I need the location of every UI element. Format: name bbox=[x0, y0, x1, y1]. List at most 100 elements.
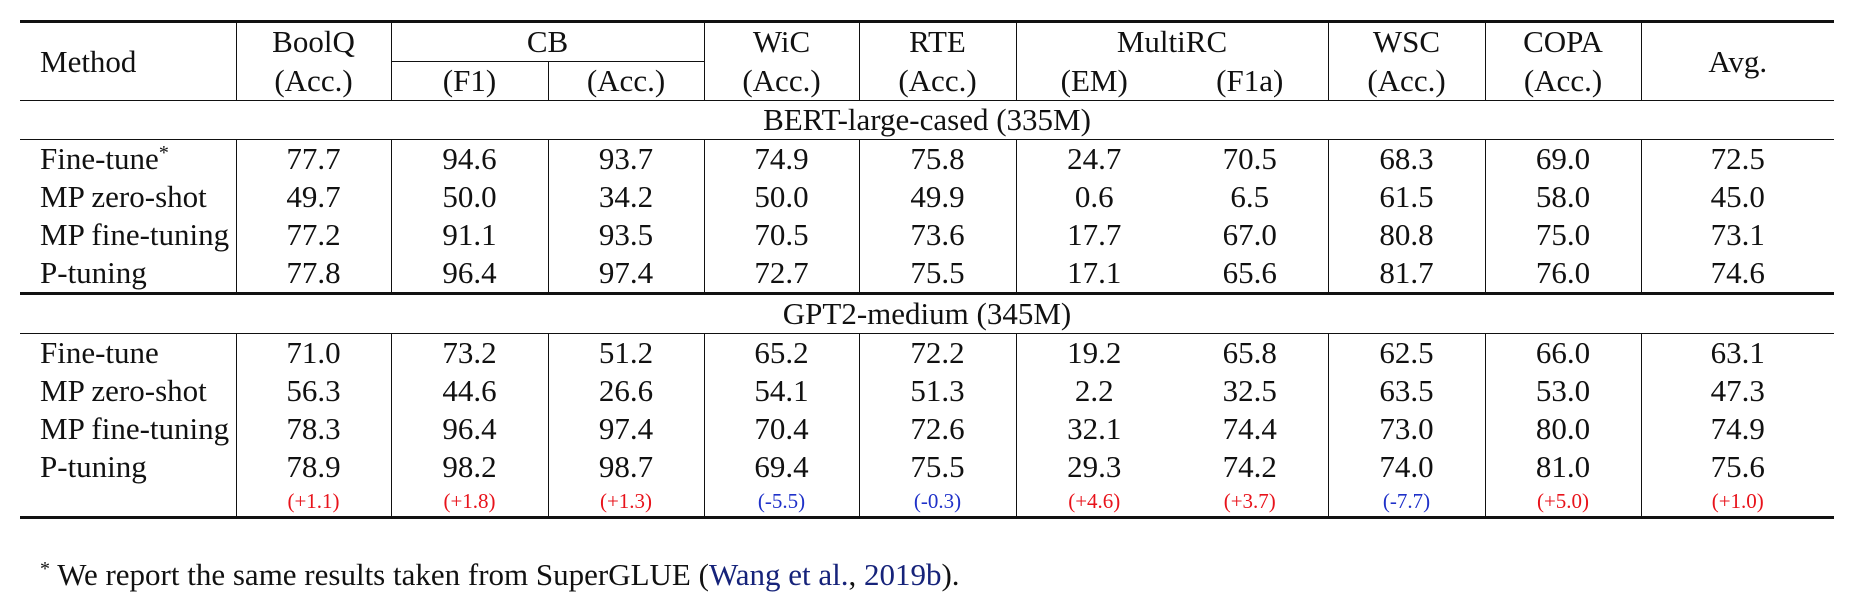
value-wic: 50.0 bbox=[703, 178, 859, 216]
table-row: MP fine-tuning 78.3 96.4 97.4 70.4 72.6 32.1 74… bbox=[20, 410, 1834, 448]
method-name: Fine-tune bbox=[40, 335, 159, 370]
delta-multirc-f1a: (+3.7) bbox=[1172, 486, 1328, 519]
value-rte: 72.6 bbox=[858, 410, 1016, 448]
method-name: MP fine-tuning bbox=[40, 217, 230, 252]
footnote-end: ). bbox=[941, 557, 960, 592]
value-cb-acc: 93.5 bbox=[547, 216, 704, 254]
value-wic: 70.4 bbox=[703, 410, 859, 448]
value-multirc-f1a: 70.5 bbox=[1172, 139, 1328, 178]
value-multirc-em: 24.7 bbox=[1015, 139, 1172, 178]
value-multirc-f1a: 65.6 bbox=[1222, 255, 1277, 290]
value-copa: 69.0 bbox=[1484, 139, 1641, 178]
header-boolq: BoolQ bbox=[235, 20, 391, 62]
method-cell: MP fine-tuning bbox=[20, 216, 236, 254]
value-multirc-em: 0.6 bbox=[1015, 178, 1172, 216]
delta-boolq: (+1.1) bbox=[235, 486, 391, 519]
delta-wsc: (-7.7) bbox=[1327, 486, 1485, 519]
value-multirc-f1a: 32.5 bbox=[1222, 373, 1277, 408]
method-cell: P-tuning bbox=[20, 254, 236, 294]
value-cb-acc: 26.6 bbox=[547, 372, 704, 410]
value-wsc: 63.5 bbox=[1327, 372, 1485, 410]
table-row: P-tuning 77.8 96.4 97.4 72.7 75.5 17.1 65.6 81.7… bbox=[20, 254, 1834, 294]
header-cb-acc: (Acc.) bbox=[547, 61, 704, 101]
value-wic: 54.1 bbox=[703, 372, 859, 410]
footnote-marker: * bbox=[158, 142, 169, 164]
value-cb-f1: 96.4 bbox=[390, 410, 548, 448]
table-row: Fine-tune* 77.7 94.6 93.7 74.9 75.8 24.7 70.5 68… bbox=[20, 139, 1834, 178]
header-rte-metric: (Acc.) bbox=[858, 61, 1016, 101]
header-row-1: Method BoolQ CB WiC RTE MultiRC WSC COPA… bbox=[20, 20, 1834, 101]
table-row: Fine-tune 71.0 73.2 51.2 65.2 72.2 19.2 65.8 62.… bbox=[20, 333, 1834, 372]
value-cb-acc: 98.7 bbox=[547, 448, 704, 486]
method-name: MP fine-tuning bbox=[40, 411, 230, 446]
value-multirc-f1a: 65.8 bbox=[1172, 333, 1328, 372]
section-row: GPT2-medium (345M) bbox=[20, 292, 1834, 334]
value-wic: 74.9 bbox=[703, 139, 859, 178]
value-wsc: 73.0 bbox=[1327, 410, 1485, 448]
method-cell: MP zero-shot bbox=[20, 178, 236, 216]
citation-authors-link[interactable]: Wang et al. bbox=[708, 557, 849, 592]
value-avg: 74.6 bbox=[1640, 254, 1834, 294]
value-wsc: 74.0 bbox=[1327, 448, 1485, 486]
value-copa: 80.0 bbox=[1484, 410, 1641, 448]
value-wsc: 61.5 bbox=[1327, 178, 1485, 216]
value-boolq: 78.3 bbox=[235, 410, 391, 448]
value-cb-f1: 73.2 bbox=[390, 333, 548, 372]
value-rte: 73.6 bbox=[858, 216, 1016, 254]
value-boolq: 71.0 bbox=[235, 333, 391, 372]
citation-separator: , bbox=[848, 557, 864, 592]
header-method: Method bbox=[20, 20, 236, 101]
value-boolq: 78.9 bbox=[235, 448, 391, 486]
value-multirc-f1a: 74.2 bbox=[1222, 449, 1277, 484]
method-name: P-tuning bbox=[40, 449, 147, 484]
section-row: BERT-large-cased (335M) bbox=[20, 100, 1834, 140]
value-multirc-f1a: 67.0 bbox=[1222, 217, 1277, 252]
value-multirc-f1a: 74.4 bbox=[1222, 411, 1277, 446]
value-copa: 81.0 bbox=[1484, 448, 1641, 486]
value-copa: 58.0 bbox=[1484, 178, 1641, 216]
header-cb-f1: (F1) bbox=[390, 61, 548, 101]
header-row-2: (Acc.) (F1) (Acc.) (Acc.) (Acc.) (EM) (F… bbox=[20, 61, 1834, 101]
results-table: Method BoolQ CB WiC RTE MultiRC WSC COPA… bbox=[20, 20, 1834, 519]
value-multirc-em: 19.2 bbox=[1015, 333, 1172, 372]
header-copa-metric: (Acc.) bbox=[1484, 61, 1641, 101]
header-cb: CB bbox=[390, 20, 704, 62]
footnote-text: We report the same results taken from Su… bbox=[50, 557, 709, 592]
value-wsc: 68.3 bbox=[1327, 139, 1485, 178]
method-cell: Fine-tune* bbox=[20, 139, 236, 178]
method-cell: P-tuning bbox=[20, 448, 236, 486]
delta-cb-acc: (+1.3) bbox=[547, 486, 704, 519]
value-rte: 75.5 bbox=[858, 448, 1016, 486]
method-name: MP zero-shot bbox=[40, 179, 207, 214]
delta-multirc-em: (+4.6) bbox=[1015, 486, 1172, 519]
value-cb-acc: 97.4 bbox=[547, 254, 704, 294]
value-cb-f1: 94.6 bbox=[390, 139, 548, 178]
value-boolq: 77.2 bbox=[235, 216, 391, 254]
delta-wic: (-5.5) bbox=[703, 486, 859, 519]
table-row: MP zero-shot 56.3 44.6 26.6 54.1 51.3 2.2 32.5 6… bbox=[20, 372, 1834, 410]
value-cb-acc: 97.4 bbox=[547, 410, 704, 448]
value-avg: 45.0 bbox=[1640, 178, 1834, 216]
value-copa: 53.0 bbox=[1484, 372, 1641, 410]
value-copa: 75.0 bbox=[1484, 216, 1641, 254]
table-row: MP zero-shot 49.7 50.0 34.2 50.0 49.9 0.6 6.5 61… bbox=[20, 178, 1834, 216]
table-row: P-tuning 78.9 98.2 98.7 69.4 75.5 29.3 74.2 74.0… bbox=[20, 448, 1834, 486]
citation-year-link[interactable]: 2019b bbox=[863, 557, 942, 592]
value-cb-f1: 96.4 bbox=[390, 254, 548, 294]
value-cb-acc: 51.2 bbox=[547, 333, 704, 372]
method-name: P-tuning bbox=[40, 255, 147, 290]
value-wic: 65.2 bbox=[703, 333, 859, 372]
value-wsc: 81.7 bbox=[1327, 254, 1485, 294]
footnote: * We report the same results taken from … bbox=[40, 556, 960, 594]
value-avg: 72.5 bbox=[1640, 139, 1834, 178]
value-rte: 75.5 bbox=[858, 254, 1016, 294]
value-rte: 51.3 bbox=[858, 372, 1016, 410]
value-avg: 47.3 bbox=[1640, 372, 1834, 410]
method-cell: MP zero-shot bbox=[20, 372, 236, 410]
header-copa: COPA bbox=[1484, 20, 1641, 62]
value-copa: 76.0 bbox=[1484, 254, 1641, 294]
value-wic: 69.4 bbox=[703, 448, 859, 486]
delta-avg: (+1.0) bbox=[1640, 486, 1834, 519]
delta-rte: (-0.3) bbox=[858, 486, 1016, 519]
